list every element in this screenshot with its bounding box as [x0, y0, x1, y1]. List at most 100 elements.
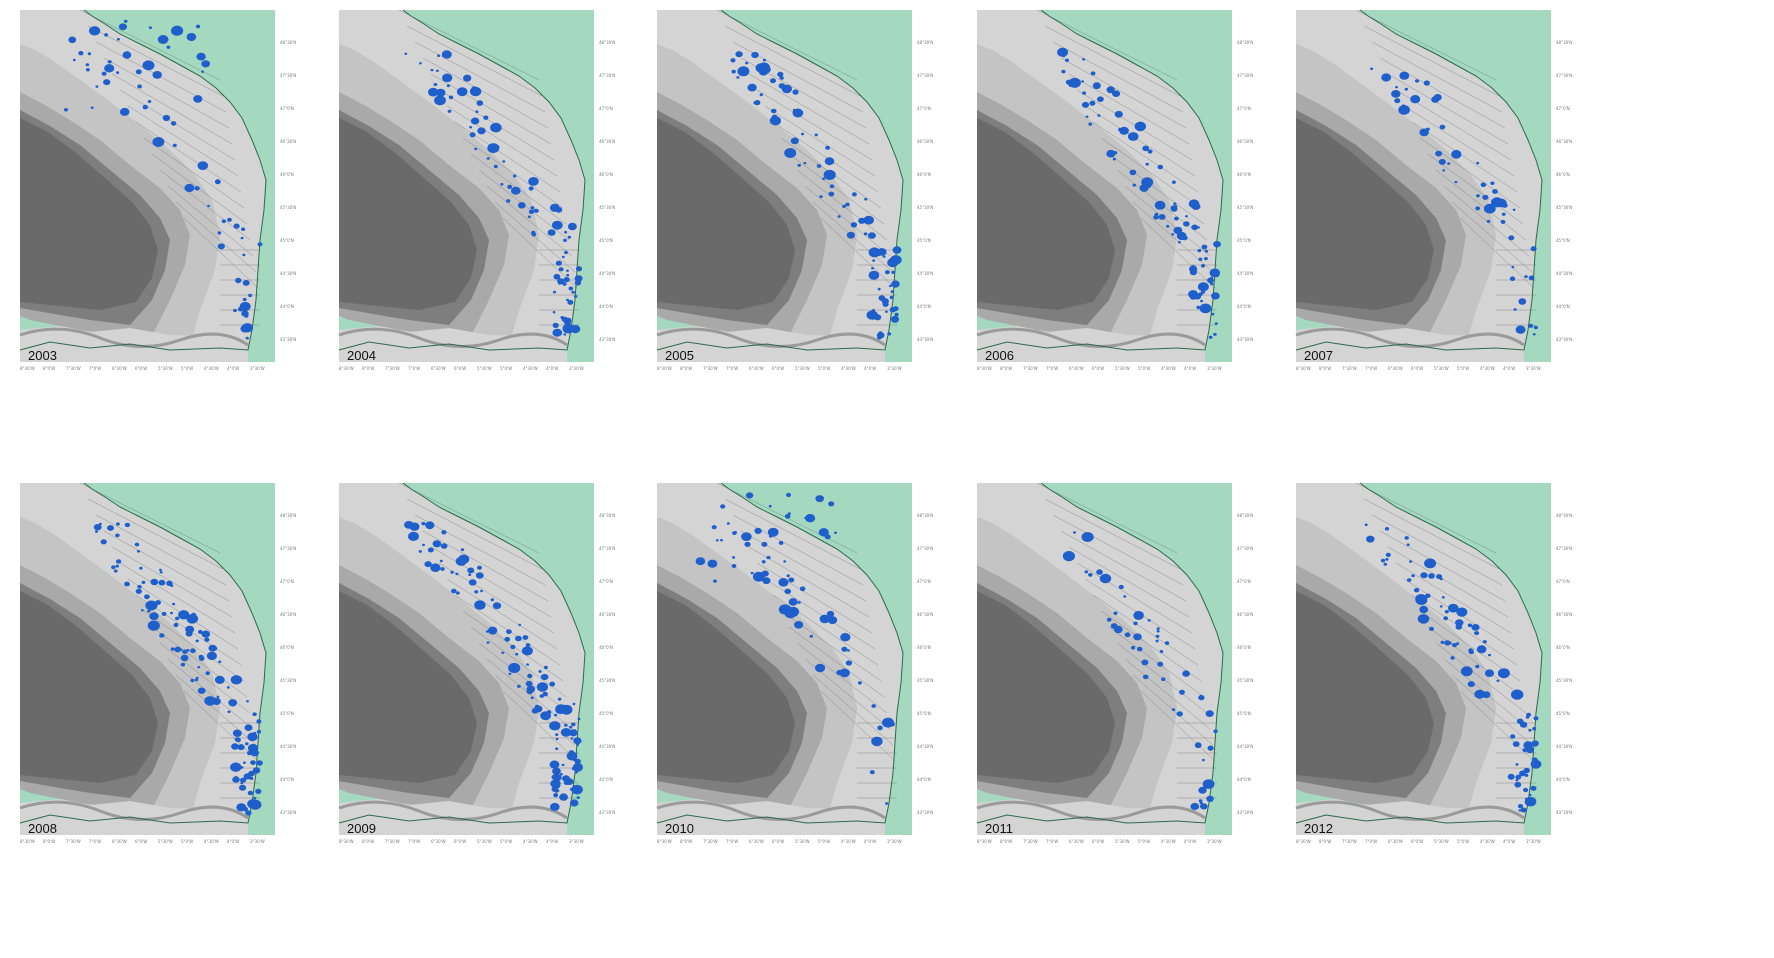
transect-line	[820, 690, 896, 762]
observation-point	[814, 133, 818, 137]
latitude-tick-label: 47°0'N	[280, 106, 294, 111]
observation-point	[425, 521, 435, 530]
longitude-tick-label: 6°30'W	[749, 839, 764, 844]
longitude-tick-label: 5°0'W	[1457, 366, 1470, 371]
observation-point	[1173, 226, 1183, 235]
latitude-tick-label: 44°0'N	[1237, 777, 1251, 782]
observation-point	[502, 160, 506, 163]
transect-line	[1100, 610, 1202, 682]
transect-line	[95, 514, 227, 586]
observation-point	[557, 278, 565, 285]
latitude-tick-label: 45°0'N	[1237, 238, 1251, 243]
observation-point	[565, 317, 572, 323]
latitude-tick-label: 47°0'N	[917, 579, 931, 584]
observation-point	[567, 299, 574, 305]
year-label: 2008	[28, 821, 57, 836]
observation-point	[435, 88, 446, 97]
observation-point	[256, 719, 262, 724]
observation-point	[125, 55, 129, 59]
observation-point	[550, 802, 560, 811]
observation-point	[1496, 679, 1500, 682]
observation-point	[571, 290, 575, 294]
observation-point	[87, 52, 92, 56]
observation-point	[713, 579, 717, 583]
observation-point	[894, 312, 899, 317]
observation-point	[424, 561, 432, 568]
observation-point	[240, 766, 244, 769]
longitude-tick-label: 5°0'W	[1138, 366, 1151, 371]
year-label: 2005	[665, 348, 694, 363]
observation-point	[887, 258, 899, 268]
observation-point	[530, 696, 534, 700]
observation-point	[1084, 570, 1089, 574]
observation-point	[240, 777, 247, 783]
observation-point	[422, 543, 425, 547]
observation-point	[1523, 767, 1530, 774]
observation-point	[877, 725, 883, 731]
southern-shelf	[20, 799, 248, 835]
latitude-tick-label: 48°30'N	[599, 513, 616, 518]
observation-point	[1526, 712, 1532, 717]
longitude-tick-label: 6°30'W	[749, 366, 764, 371]
observation-point	[185, 625, 195, 634]
observation-point	[762, 58, 767, 62]
observation-point	[770, 108, 777, 114]
southern-shelf	[657, 326, 885, 362]
observation-points	[93, 522, 263, 816]
latitude-tick-label: 46°30'N	[1237, 612, 1254, 617]
transect-line	[414, 41, 546, 113]
observation-point	[197, 666, 201, 669]
transect-line	[788, 153, 885, 225]
observation-point	[1062, 551, 1075, 562]
observation-point	[1096, 569, 1103, 575]
observation-point	[551, 220, 563, 230]
latitude-tick-label: 46°0'N	[1237, 172, 1251, 177]
observation-point	[1409, 560, 1413, 563]
longitude-tick-label: 7°30'W	[703, 366, 718, 371]
observation-point	[1500, 219, 1506, 224]
observation-point	[1213, 272, 1220, 278]
transect-line	[462, 137, 564, 209]
longitude-tick-label: 4°30'W	[1161, 366, 1176, 371]
longitude-tick-label: 8°0'W	[1319, 366, 1332, 371]
observation-point	[1394, 98, 1401, 104]
observation-point	[500, 183, 504, 186]
transect-line	[724, 498, 861, 570]
observation-points	[730, 51, 902, 340]
map-panel-2003: 2003 48°30'N 47°30'N 47°0'N 46°30'N 46°0'N 45°…	[19, 9, 320, 430]
observation-point	[468, 579, 477, 586]
longitude-tick-label: 5°0'W	[818, 839, 831, 844]
observation-point	[731, 564, 737, 568]
observation-point	[779, 76, 784, 80]
longitude-tick-label: 5°30'W	[477, 366, 492, 371]
observation-point	[1082, 58, 1086, 61]
observation-point	[552, 767, 561, 775]
map-svg	[656, 482, 912, 835]
latitude-tick-label: 47°0'N	[599, 579, 613, 584]
observation-point	[483, 115, 489, 120]
observation-point	[440, 567, 445, 571]
observation-point	[134, 542, 140, 547]
transect-line	[1451, 674, 1533, 746]
observation-point	[819, 195, 823, 199]
transect-line	[1076, 562, 1193, 634]
abyssal-plain	[657, 591, 795, 783]
observation-point	[750, 571, 754, 575]
latitude-tick-label: 43°30'N	[280, 337, 297, 342]
longitude-tick-label: 7°0'W	[408, 839, 421, 844]
observation-point	[754, 527, 762, 534]
observation-point	[1113, 151, 1118, 155]
longitude-tick-label: 7°30'W	[385, 839, 400, 844]
longitude-tick-label: 6°30'W	[1388, 839, 1403, 844]
observation-point	[1475, 664, 1480, 669]
latitude-tick-label: 44°0'N	[599, 777, 613, 782]
observation-point	[1398, 105, 1410, 115]
observation-point	[871, 704, 876, 708]
observation-point	[797, 163, 801, 167]
observation-point	[196, 52, 206, 61]
observation-point	[63, 108, 69, 112]
transect-line	[87, 25, 224, 97]
transect-line	[398, 9, 540, 81]
observation-point	[246, 700, 249, 703]
observation-point	[490, 122, 502, 133]
